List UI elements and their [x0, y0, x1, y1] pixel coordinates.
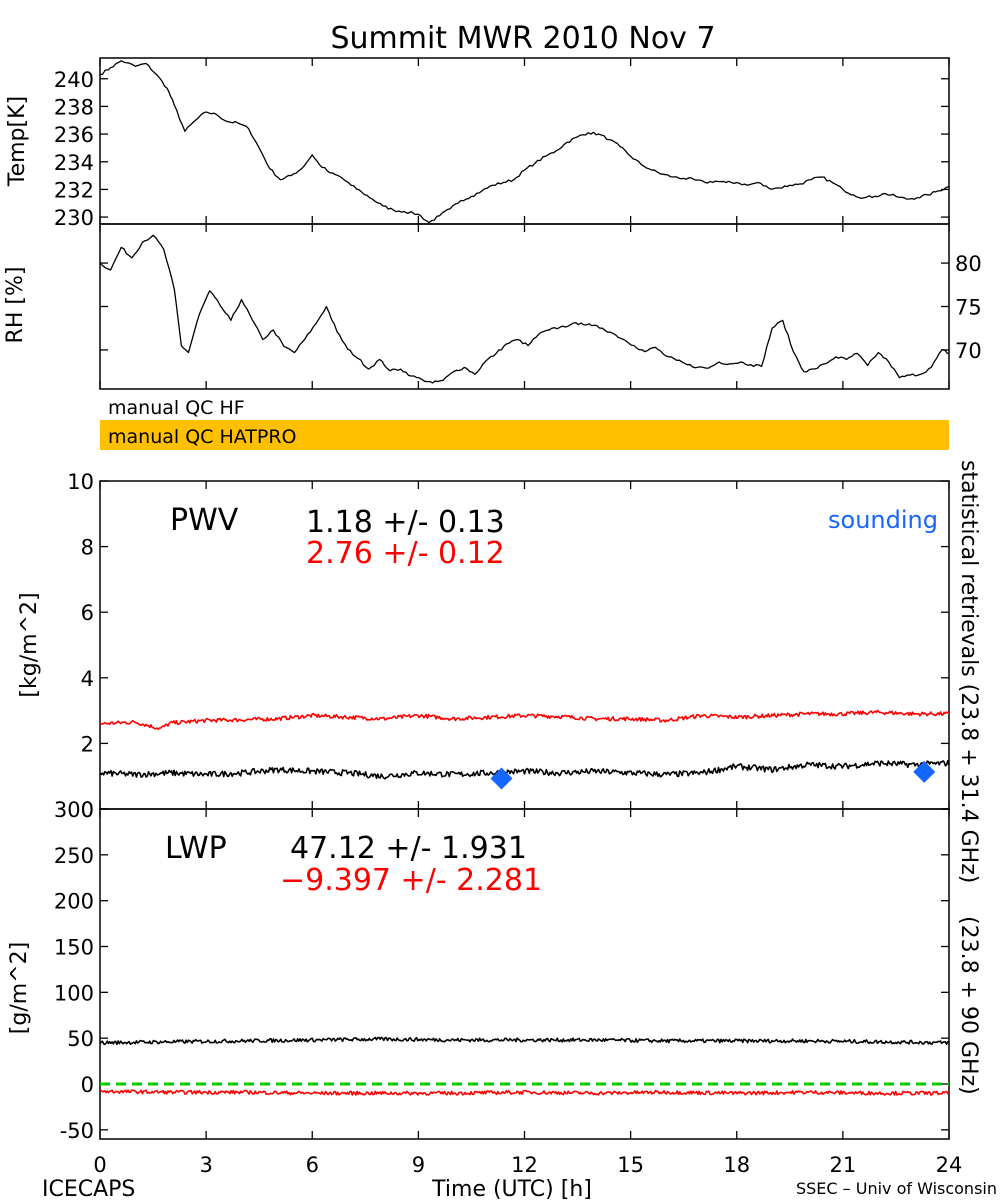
rh-ytick-label: 80	[955, 252, 982, 276]
x-tick-label: 12	[511, 1153, 538, 1177]
temp-ytick-label: 230	[54, 206, 94, 230]
qc-hatpro-bar	[100, 420, 949, 450]
temp-axis-label: Temp[K]	[5, 96, 30, 187]
lwp-ytick-label: 100	[54, 981, 94, 1005]
lwp-ytick-label: 250	[54, 844, 94, 868]
pwv-sounding-marker	[913, 760, 936, 783]
temp-series-line-0	[99, 60, 950, 224]
lwp-ytick-label: 0	[81, 1073, 94, 1097]
qc-hatpro-label: manual QC HATPRO	[108, 426, 297, 448]
x-axis-label: Time (UTC) [h]	[431, 1177, 592, 1200]
lwp-panel: [g/m^2] LWP 47.12 +/- 1.931 −9.397 +/- 2…	[7, 798, 950, 1143]
lwp-panel-label: LWP	[165, 831, 227, 866]
right-side-labels: statistical retrievals (23.8 + 31.4 GHz)…	[956, 460, 981, 1095]
footer-left: ICECAPS	[42, 1177, 135, 1200]
x-tick-label: 0	[93, 1153, 106, 1177]
pwv-ytick-label: 10	[67, 470, 94, 494]
x-tick-label: 3	[199, 1153, 212, 1177]
pwv-ytick-label: 0	[81, 798, 94, 822]
pwv-series-line-0	[99, 709, 950, 731]
lwp-stat-red: −9.397 +/- 2.281	[280, 863, 542, 898]
x-axis: 0 3 6 9 12 15 18 21 24	[93, 1153, 962, 1177]
qc-hf-label: manual QC HF	[108, 397, 245, 419]
lwp-ytick-label: 200	[54, 890, 94, 914]
footer-right: SSEC – Univ of Wisconsin	[796, 1179, 997, 1198]
rh-ytick-label: 70	[955, 339, 982, 363]
pwv-panel-label: PWV	[170, 503, 239, 538]
x-tick-label: 15	[617, 1153, 644, 1177]
pwv-ytick-label: 4	[81, 667, 94, 691]
lwp-ytick-label: 300	[54, 798, 94, 822]
pwv-axis-label: [kg/m^2]	[17, 592, 42, 697]
temp-ytick-label: 236	[54, 123, 94, 147]
x-tick-label: 6	[306, 1153, 319, 1177]
pwv-series-line-1	[99, 759, 950, 780]
lwp-ytick-label: 50	[67, 1027, 94, 1051]
sounding-legend: sounding	[828, 506, 938, 534]
pwv-ytick-label: 8	[81, 536, 94, 560]
temp-ytick-label: 240	[54, 68, 94, 92]
right-label-black: statistical retrievals (23.8 + 31.4 GHz)	[956, 460, 981, 883]
x-tick-label: 24	[936, 1153, 963, 1177]
lwp-ytick-label: 150	[54, 936, 94, 960]
rh-axis-label: RH [%]	[3, 267, 28, 344]
pwv-stat-black: 1.18 +/- 0.13	[306, 505, 505, 540]
x-tick-label: 18	[723, 1153, 750, 1177]
rh-series-line-0	[99, 234, 950, 384]
lwp-axis-label: [g/m^2]	[7, 942, 32, 1034]
pwv-ytick-label: 2	[81, 732, 94, 756]
qc-strip: manual QC HF manual QC HATPRO	[100, 397, 949, 450]
rh-ytick-label: 75	[955, 296, 982, 320]
pwv-panel: [kg/m^2] PWV 1.18 +/- 0.13 2.76 +/- 0.12…	[17, 470, 950, 822]
lwp-series-line-1	[99, 1089, 950, 1096]
pwv-sounding-marker	[490, 767, 513, 790]
lwp-ytick-label: -50	[60, 1119, 94, 1143]
temp-ytick-label: 232	[54, 178, 94, 202]
temp-ytick-label: 238	[54, 95, 94, 119]
x-tick-label: 9	[412, 1153, 425, 1177]
rh-panel: RH [%] 70 75 80	[3, 223, 982, 390]
temp-ytick-label: 234	[54, 151, 94, 175]
lwp-stat-black: 47.12 +/- 1.931	[290, 831, 527, 866]
pwv-ytick-label: 6	[81, 601, 94, 625]
x-tick-label: 21	[830, 1153, 857, 1177]
pwv-stat-red: 2.76 +/- 0.12	[306, 536, 505, 571]
chart-title: Summit MWR 2010 Nov 7	[330, 21, 715, 56]
lwp-series-line-0	[99, 1036, 950, 1046]
right-label-red: (23.8 + 90 GHz)	[956, 916, 981, 1095]
